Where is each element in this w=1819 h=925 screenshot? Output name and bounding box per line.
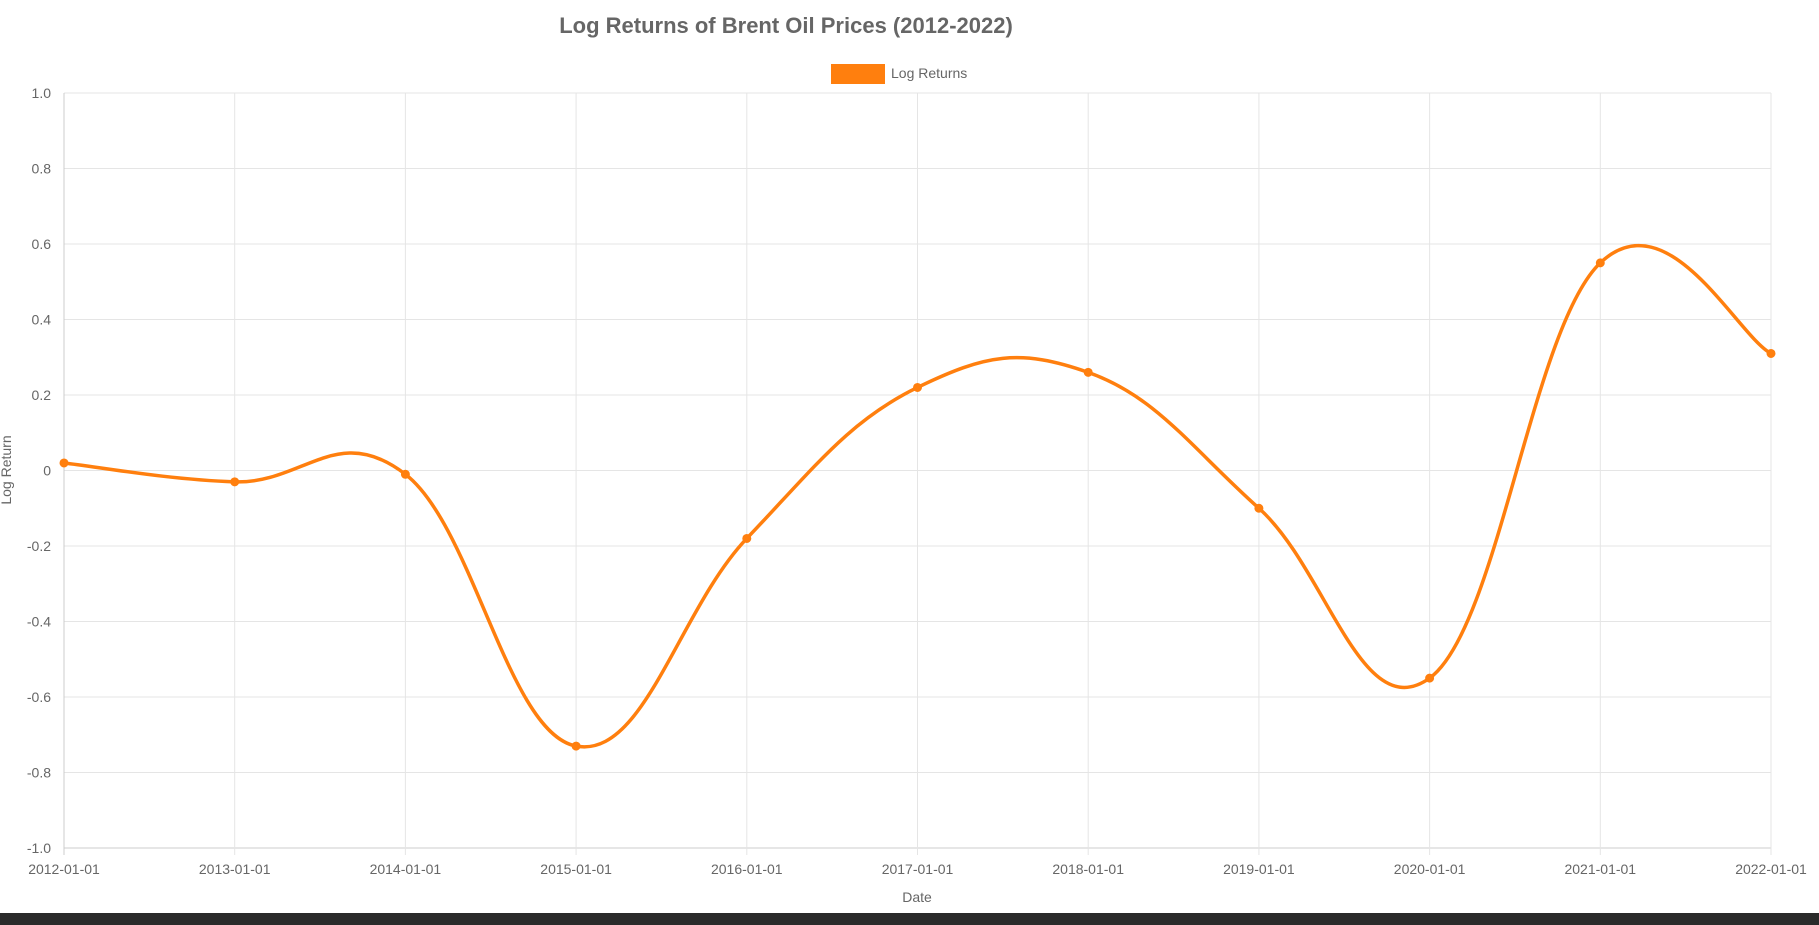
y-tick-label: 1.0 [32, 85, 52, 101]
legend[interactable]: Log Returns [831, 64, 967, 84]
y-tick-label: 0 [43, 463, 51, 479]
y-tick-label: 0.4 [32, 312, 52, 328]
data-point[interactable] [59, 458, 69, 468]
data-point[interactable] [1595, 258, 1605, 268]
x-tick-label: 2021-01-01 [1564, 861, 1636, 877]
data-point[interactable] [571, 741, 581, 751]
y-tick-label: -0.2 [27, 538, 51, 554]
y-tick-label: -0.8 [27, 765, 51, 781]
data-point[interactable] [742, 533, 752, 543]
data-point[interactable] [1254, 503, 1264, 513]
y-axis-ticks: 1.0 0.8 0.6 0.4 0.2 0 -0.2 -0.4 -0.6 -0.8 -1.0 [27, 85, 51, 856]
x-tick-label: 2018-01-01 [1052, 861, 1124, 877]
x-tick-label: 2012-01-01 [28, 861, 100, 877]
y-tick-label: -1.0 [27, 840, 51, 856]
series-points [59, 258, 1776, 751]
x-tick-label: 2013-01-01 [199, 861, 271, 877]
x-tick-label: 2020-01-01 [1394, 861, 1466, 877]
legend-label[interactable]: Log Returns [891, 65, 967, 81]
y-axis-title: Log Return [0, 435, 14, 504]
data-point[interactable] [1083, 367, 1093, 377]
chart-title: Log Returns of Brent Oil Prices (2012-20… [559, 13, 1013, 38]
legend-swatch[interactable] [831, 64, 885, 84]
x-tick-label: 2014-01-01 [370, 861, 442, 877]
x-tick-label: 2022-01-01 [1735, 861, 1807, 877]
y-tick-label: -0.4 [27, 614, 51, 630]
y-tick-label: -0.6 [27, 689, 51, 705]
data-point[interactable] [230, 477, 240, 487]
x-tick-label: 2016-01-01 [711, 861, 783, 877]
data-point[interactable] [1425, 673, 1435, 683]
footer-bar [0, 913, 1819, 925]
data-point[interactable] [1766, 348, 1776, 358]
x-axis-title: Date [902, 889, 932, 905]
y-tick-label: 0.2 [32, 387, 52, 403]
series-line-log-returns [63, 243, 1772, 749]
x-tick-label: 2019-01-01 [1223, 861, 1295, 877]
x-tick-label: 2015-01-01 [540, 861, 612, 877]
x-tick-label: 2017-01-01 [882, 861, 954, 877]
data-point[interactable] [400, 469, 410, 479]
y-tick-label: 0.6 [32, 236, 52, 252]
x-axis-ticks: 2012-01-01 2013-01-01 2014-01-01 2015-01-01… [28, 861, 1807, 877]
y-tick-label: 0.8 [32, 161, 52, 177]
data-point[interactable] [913, 382, 922, 392]
